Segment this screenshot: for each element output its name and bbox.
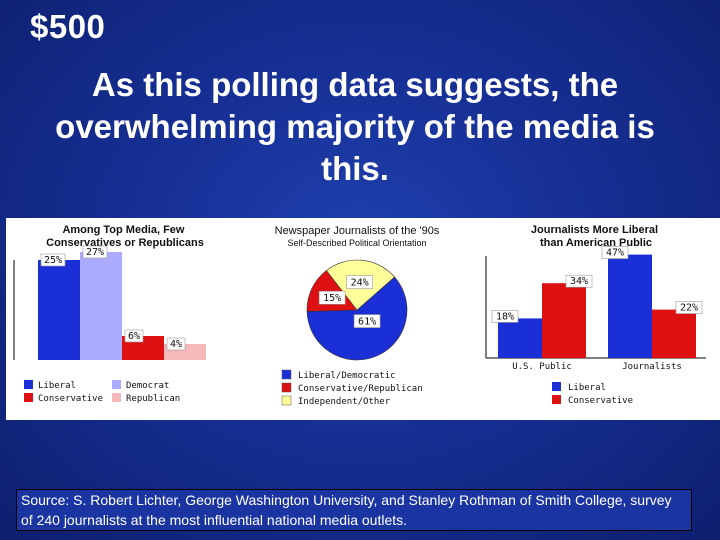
bars-group: 18% 34% U.S. Public 47% 22% Journalists [485,246,706,372]
data-label-box [601,246,629,259]
data-label-box [353,314,381,328]
chart-newspaper-journalists: Newspaper Journalists of the '90s Self-D… [244,220,470,418]
bars-group: 25% 27% 6% 4% [13,245,206,360]
legend-swatch-2 [281,395,292,406]
data-label: 61% [358,317,376,328]
legend-swatch-1 [281,382,292,393]
bar-conservative-1 [652,309,696,358]
chart-title: Among Top Media, Few Conservatives or Re… [46,224,204,249]
legend-label-conservative: Conservative [568,396,633,406]
data-label: 18% [496,311,514,322]
legend-label-republican: Republican [126,394,180,404]
data-label-box [124,329,144,343]
data-label: 34% [570,276,588,287]
legend-label-conservative: Conservative [38,394,103,404]
data-label: 22% [680,303,698,314]
chart-subtitle: Self-Described Political Orientation [287,238,426,248]
chart-newspaper-journalists-svg: Newspaper Journalists of the '90s Self-D… [275,225,440,407]
data-label-box [40,253,66,267]
chart-journalists-vs-public: Journalists More Liberal than American P… [474,220,718,418]
bar-liberal-1 [608,254,652,358]
x-tick-label: U.S. Public [512,362,572,372]
legend: Liberal Democrat Conservative Republican [24,380,180,404]
legend-swatch-liberal [552,382,561,391]
legend-swatch-democrat [112,380,121,389]
legend-label-democrat: Democrat [126,381,169,391]
data-label-box [675,301,703,314]
legend-label-liberal: Liberal [568,383,606,393]
legend-swatch-republican [112,393,121,402]
x-tick-label: Journalists [622,362,682,372]
legend-swatch-conservative [24,393,33,402]
bar-democrat [80,252,122,360]
price-label: $500 [30,8,106,45]
bar-liberal [38,260,80,360]
data-label-box [82,245,108,259]
chart-title: Newspaper Journalists of the '90s [275,225,440,237]
data-label: 24% [351,278,369,289]
chart-title-line-2: Conservatives or Republicans [46,237,204,249]
data-label-box [346,275,373,289]
chart-title: Journalists More Liberal than American P… [531,224,661,249]
data-label: 15% [323,293,341,304]
data-label: 6% [128,331,140,342]
legend: Liberal Conservative [552,382,633,406]
data-label-box [318,290,346,305]
data-label-box [565,274,593,288]
pie-group: 61% 15% 24% [306,259,408,361]
data-label: 27% [86,247,104,258]
chart-strip: Among Top Media, Few Conservatives or Re… [6,218,720,420]
chart-title-line-1: Among Top Media, Few [62,224,184,236]
chart-journalists-vs-public-svg: Journalists More Liberal than American P… [485,224,706,406]
data-label: 47% [606,248,624,259]
legend-swatch-liberal [24,380,33,389]
source-note: Source: S. Robert Lichter, George Washin… [16,489,692,531]
data-label: 25% [44,255,62,266]
legend-label-0: Liberal/Democratic [298,371,396,381]
chart-top-media: Among Top Media, Few Conservatives or Re… [8,220,242,418]
chart-top-media-svg: Among Top Media, Few Conservatives or Re… [13,224,206,404]
legend-swatch-conservative [552,395,561,404]
legend-label-2: Independent/Other [298,397,391,407]
data-label-box [491,310,519,323]
legend: Liberal/Democratic Conservative/Republica… [281,369,423,407]
chart-title-line-1: Journalists More Liberal [531,224,658,236]
bar-conservative-0 [542,283,586,358]
data-label-box [166,337,186,351]
bar-liberal-0 [498,318,542,358]
legend-swatch-0 [281,369,292,380]
chart-title-line-2: than American Public [540,237,652,249]
legend-label-liberal: Liberal [38,381,76,391]
legend-label-1: Conservative/Republican [298,384,423,394]
question-text: As this polling data suggests, the overw… [55,66,655,187]
data-label: 4% [170,339,182,350]
